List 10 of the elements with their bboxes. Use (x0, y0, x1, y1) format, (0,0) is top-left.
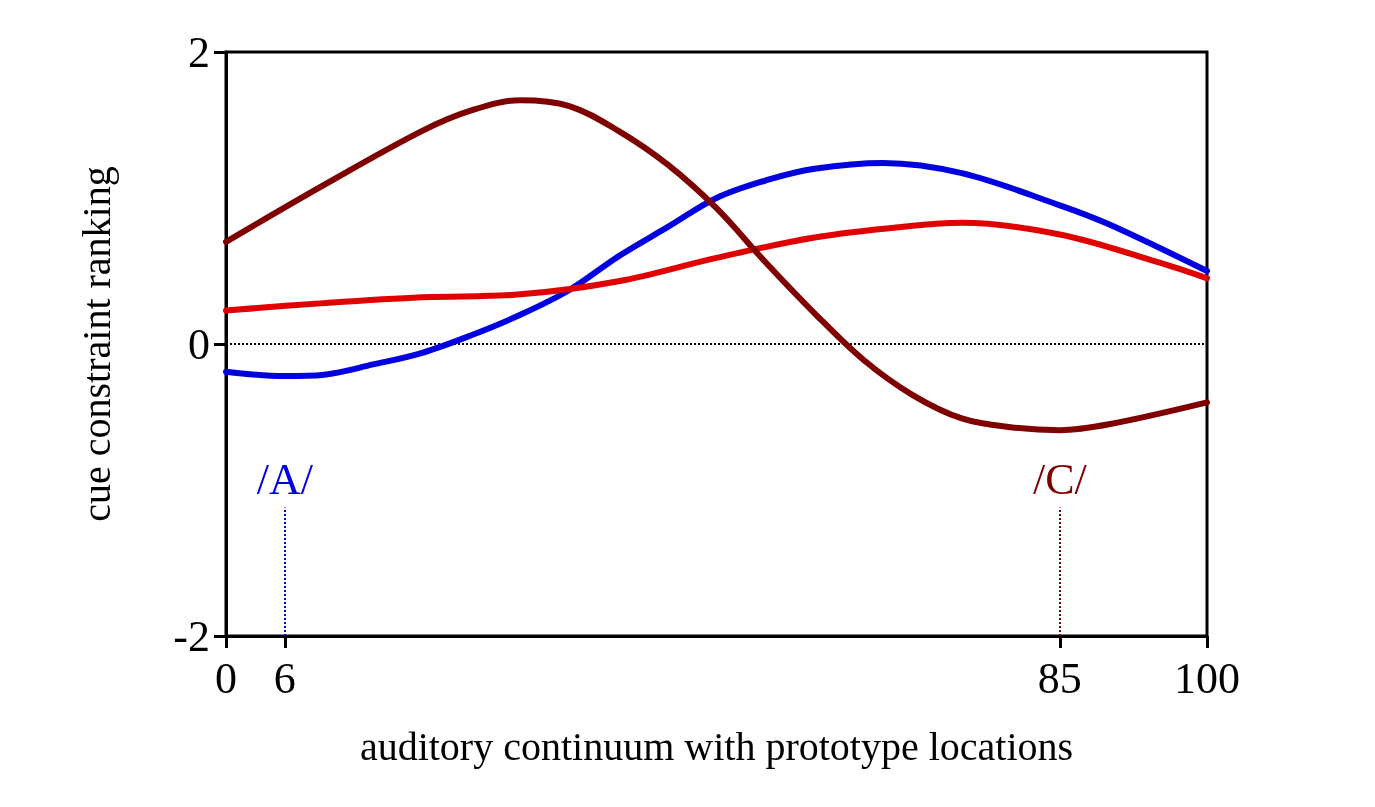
y-tick-label: -2 (173, 611, 210, 661)
y-tick-label: 0 (188, 319, 210, 369)
y-tick-label: 2 (188, 27, 210, 77)
x-tick-label: 100 (1174, 653, 1240, 703)
ref-line-label: /A/ (256, 455, 314, 505)
x-tick-label: 85 (1037, 653, 1082, 703)
ref-line-label: /C/ (1032, 455, 1088, 505)
x-axis-title: auditory continuum with prototype locations (359, 723, 1074, 769)
y-axis-title: cue constraint ranking (73, 166, 119, 522)
x-tick-label: 6 (273, 653, 296, 703)
